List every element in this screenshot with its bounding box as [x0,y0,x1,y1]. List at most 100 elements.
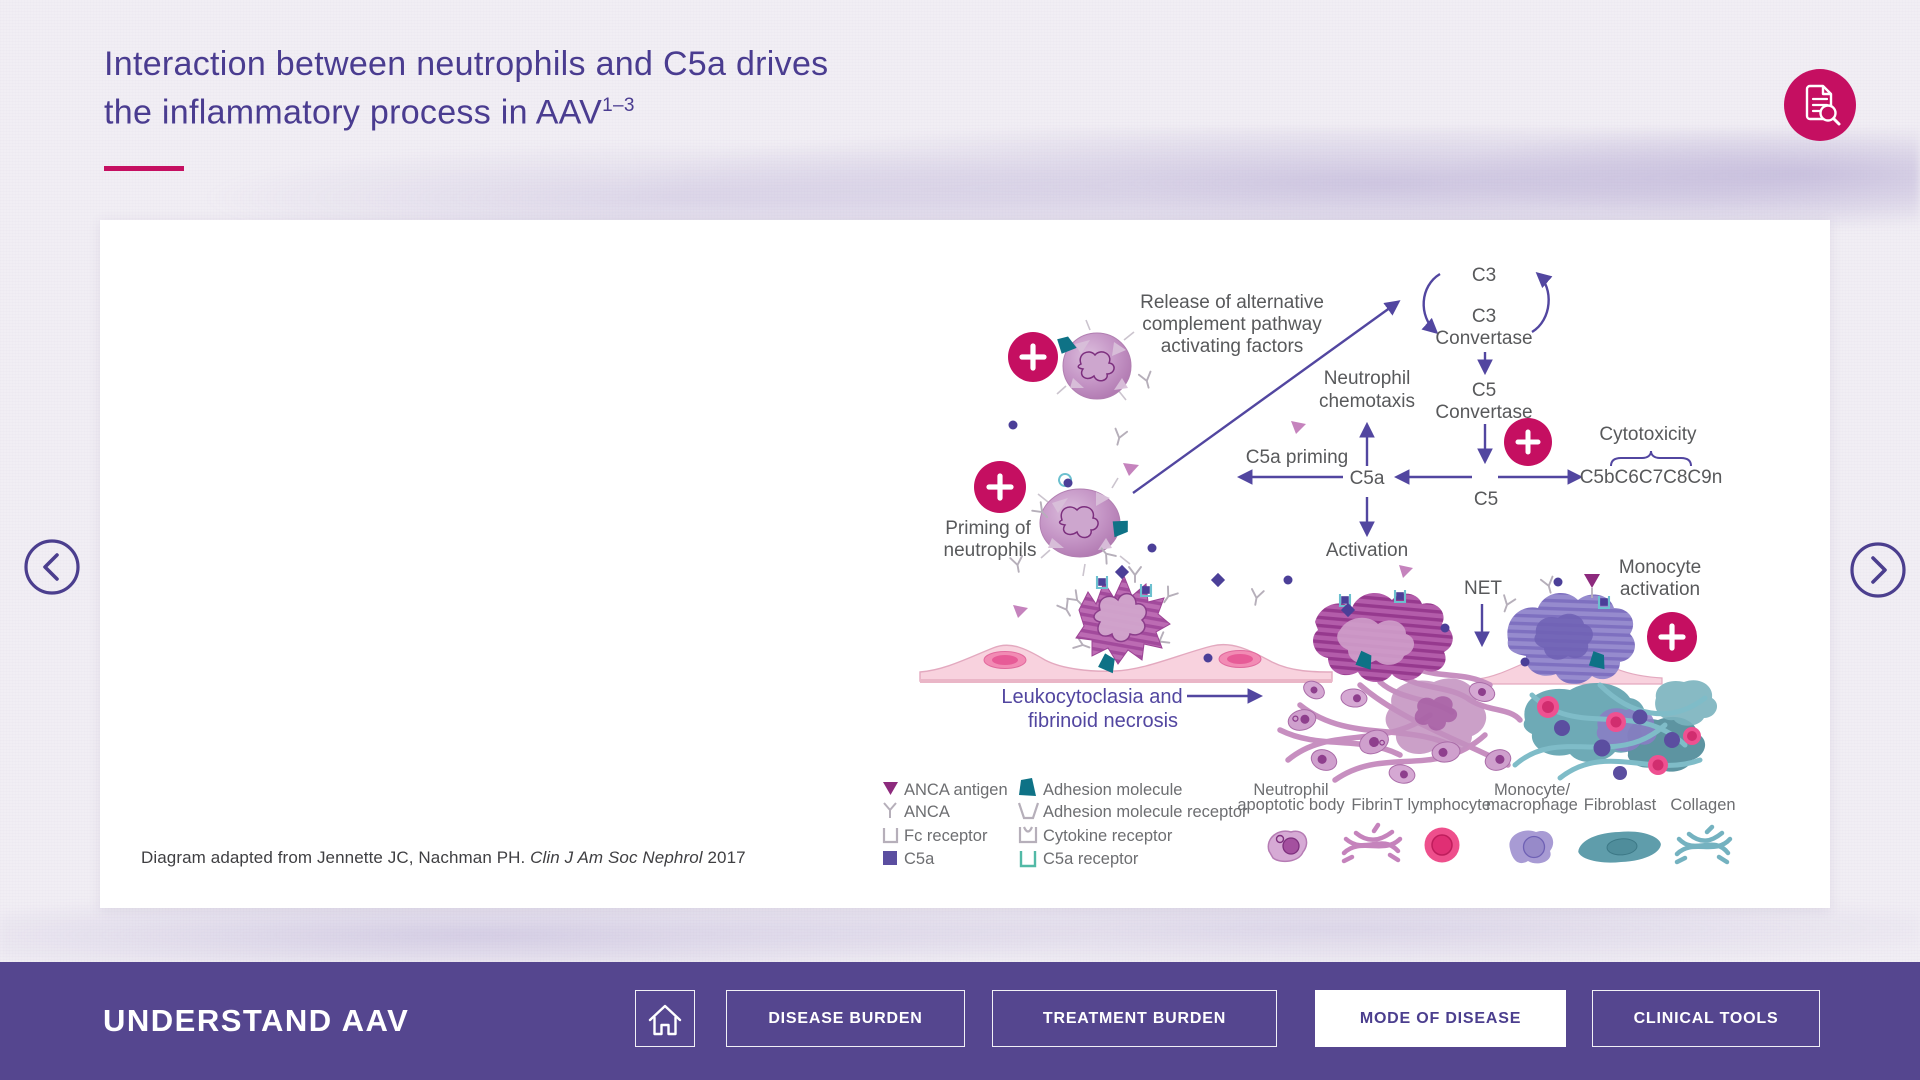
release-label-2: complement pathway [1142,314,1322,335]
necrotic-blob [1385,678,1487,755]
free-anca-antigens [1013,421,1413,618]
diagram-card: Release of alternative complement pathwa… [100,220,1830,908]
activation-label: Activation [1326,540,1408,561]
cytokine-receptor-icon [1018,826,1038,844]
c5-convertase-label-1: C5 [1472,380,1496,401]
fc-receptor-label: Fc receptor [904,827,988,845]
c3-convertase-label-2: Convertase [1435,328,1532,349]
adhesion-molecule-label: Adhesion molecule [1043,781,1182,799]
next-slide-button[interactable] [1849,541,1907,599]
neutrophil-apoptotic-label-1: Neutrophil [1253,781,1328,799]
c5-label: C5 [1474,489,1498,510]
t-lymphocytes-in-tissue [1537,696,1701,775]
c5a-icon [883,851,897,865]
endothelial-nucleus [1218,650,1262,668]
legend-symbols: ANCA antigen ANCA Fc receptor C5a Adhesi… [882,778,1248,868]
anca-icon [883,802,897,818]
nav-treatment-burden[interactable]: TREATMENT BURDEN [992,990,1277,1047]
citation-year: 2017 [702,848,746,867]
monocyte-activation-label-2: activation [1620,579,1700,600]
adhesion-molecule-receptor-label: Adhesion molecule receptor [1043,803,1248,821]
priming-label-1: Priming of [945,518,1031,539]
c3-convertase-label-1: C3 [1472,306,1496,327]
plus-badge-priming [974,461,1026,513]
bottom-navigation-bar: UNDERSTAND AAV DISEASE BURDEN TREATMENT … [0,962,1920,1080]
leukocytoclasia-label-1: Leukocytoclasia and [1001,686,1182,708]
anca-label: ANCA [904,803,950,821]
collagen-label: Collagen [1670,796,1735,814]
priming-label-2: neutrophils [944,540,1037,561]
chevron-right-icon [1850,542,1906,598]
home-icon [648,1004,682,1035]
anca-antigen-on-monocyte [1584,574,1600,588]
cytotoxicity-brace [1610,450,1692,467]
fibrin-icon [1341,822,1403,864]
anca-antigen-icon [883,782,898,795]
c5a-receptor-label: C5a receptor [1043,850,1139,868]
plus-badge-resting [1008,332,1058,382]
title-underline [104,166,184,171]
plus-badge-monocyte [1647,612,1697,662]
document-magnifier-icon [1784,69,1856,141]
monocyte-macrophage-icon [1509,830,1554,864]
c5a-legend-label: C5a [904,850,935,868]
primed-neutrophil [1031,473,1131,577]
net-label: NET [1464,578,1502,599]
resting-neutrophil [1055,319,1135,401]
c5a-priming-label: C5a priming [1246,447,1348,468]
fibroblast-label: Fibroblast [1584,796,1657,814]
t-lymphocyte-label: T lymphocyte [1393,796,1491,814]
citation-journal: Clin J Am Soc Nephrol [530,848,703,867]
c5a-label: C5a [1350,468,1385,489]
c5-convertase-label-2: Convertase [1435,402,1532,423]
neutrophil-apoptotic-label-2: apoptotic body [1237,796,1345,814]
cytotoxicity-label: Cytotoxicity [1599,424,1697,445]
plus-badge-c5-convertase [1504,418,1552,466]
c3-label: C3 [1472,265,1496,286]
monocyte-label-1: Monocyte/ [1494,781,1571,799]
t-lymphocyte-icon [1424,827,1460,863]
release-label-3: activating factors [1161,336,1304,357]
neutrophil-chemotaxis-label-1: Neutrophil [1324,368,1411,389]
references-button[interactable] [1783,68,1857,142]
nav-clinical-tools[interactable]: CLINICAL TOOLS [1592,990,1820,1047]
leukocytoclasia-label-2: fibrinoid necrosis [1028,710,1178,732]
monocyte-label-2: macrophage [1486,796,1578,814]
neutrophil-apoptotic-body-icon [1267,830,1308,863]
monocyte-cell [1507,574,1635,685]
fibroblast-collagen-cluster [1512,680,1718,781]
adhesion-molecule-icon [1019,778,1036,796]
cytokine-receptor-label: Cytokine receptor [1043,827,1173,845]
pathway-diagram: Release of alternative complement pathwa… [882,265,1736,868]
c5a-particles [1008,420,1530,667]
tissue-nuclei [1554,709,1680,780]
nav-mode-of-disease[interactable]: MODE OF DISEASE [1315,990,1566,1047]
page-title: Interaction between neutrophils and C5a … [104,44,828,133]
page-title-line2: the inflammatory process in AAV [104,93,603,132]
nav-disease-burden[interactable]: DISEASE BURDEN [726,990,965,1047]
endothelial-nucleus [983,651,1027,669]
fibrin-label: Fibrin [1351,796,1392,814]
home-button[interactable] [635,990,695,1047]
mac-complex-label: C5bC6C7C8C9n [1580,467,1723,488]
fc-receptor-icon [882,828,899,844]
anca-antigen-label: ANCA antigen [904,781,1008,799]
page-title-line1: Interaction between neutrophils and C5a … [104,45,829,83]
monocyte-activation-label-1: Monocyte [1619,557,1701,578]
neutrophil-chemotaxis-label-2: chemotaxis [1319,391,1415,412]
brand-title: UNDERSTAND AAV [103,1003,410,1038]
apoptotic-bodies [1287,680,1512,784]
c5a-receptor-icon [1019,851,1037,868]
fibroblast-icon [1578,831,1661,863]
cell-legend: Neutrophil apoptotic body Fibrin T lymph… [1237,781,1736,865]
pathway-arrows [1132,271,1584,704]
chevron-left-icon [24,539,80,595]
previous-slide-button[interactable] [23,538,81,596]
activated-neutrophil [1066,566,1179,674]
citation: Diagram adapted from Jennette JC, Nachma… [141,848,746,868]
collagen-icon [1674,824,1733,865]
adhesion-molecule-receptor-icon [1017,802,1040,820]
release-label-1: Release of alternative [1140,292,1324,313]
netting-neutrophil [1313,588,1453,683]
page-title-references-superscript: 1–3 [602,95,635,116]
